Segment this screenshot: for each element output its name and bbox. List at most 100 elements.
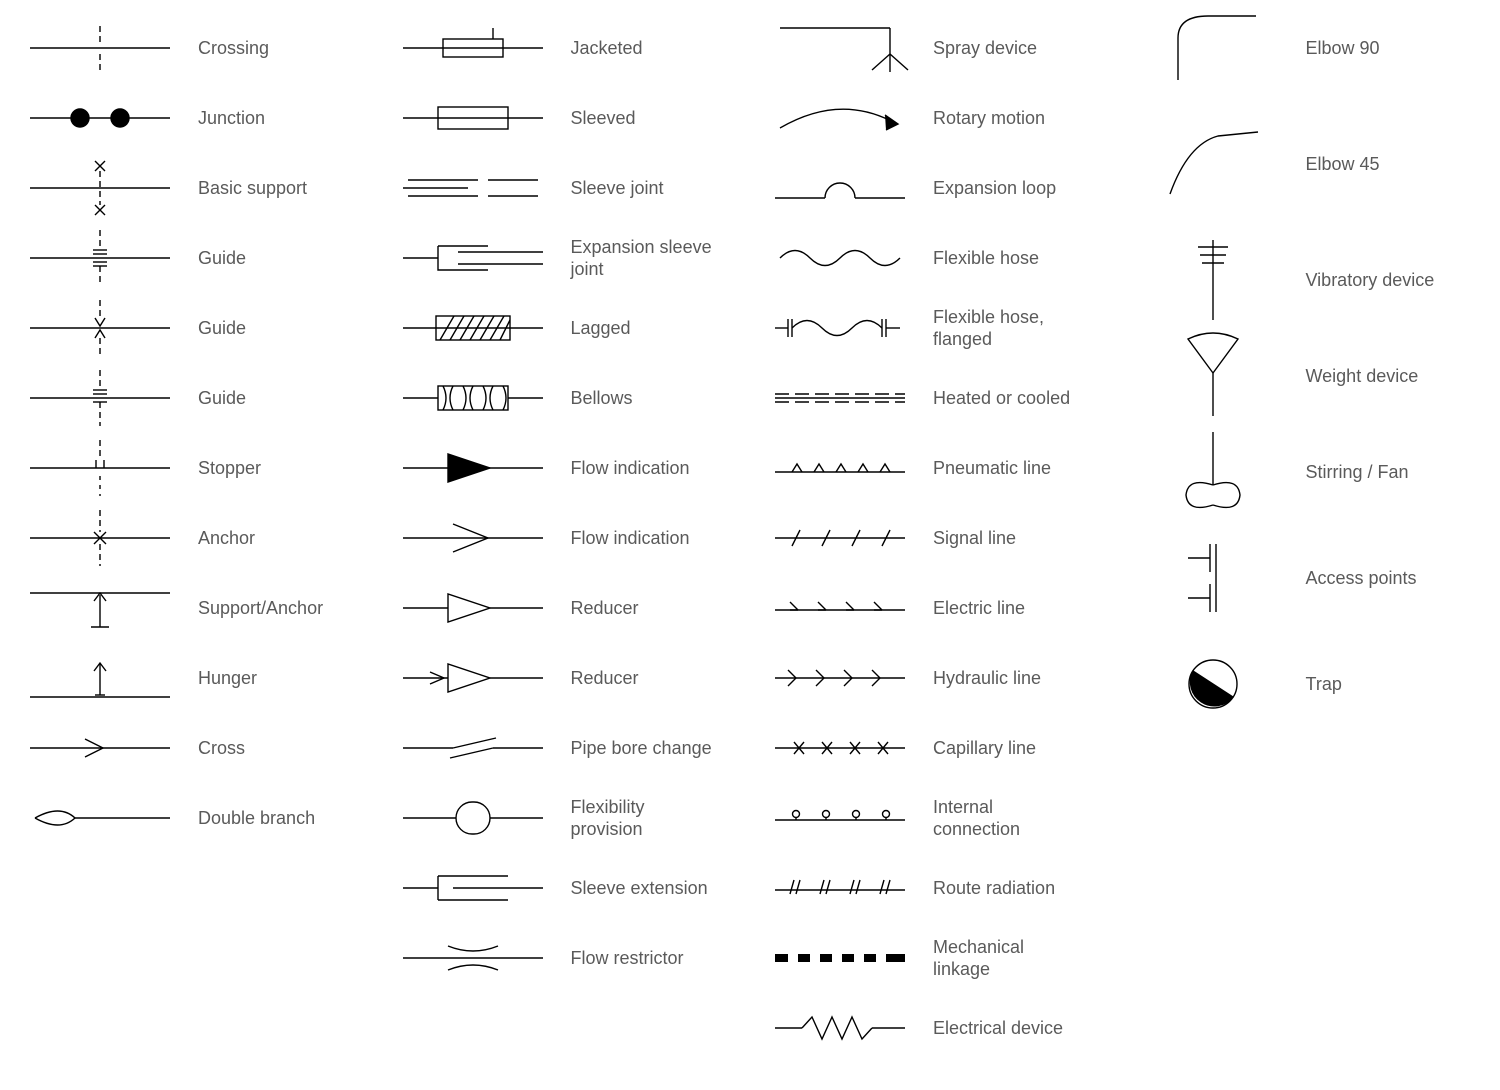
- label-flow-indication-open: Flow indication: [571, 527, 690, 550]
- symbol-flexible-hose-flanged: Flexible hose, flanged: [765, 300, 1108, 356]
- symbol-internal-connection: Internal connection: [765, 790, 1108, 846]
- symbol-mechanical-linkage: Mechanical linkage: [765, 930, 1108, 986]
- column-1: Crossing Junction Basic support: [20, 20, 363, 1070]
- label-guide-1: Guide: [198, 247, 246, 270]
- label-crossing: Crossing: [198, 37, 269, 60]
- label-vibratory-device: Vibratory device: [1306, 269, 1435, 292]
- symbol-elbow-45: Elbow 45: [1138, 136, 1481, 192]
- label-sleeve-joint: Sleeve joint: [571, 177, 664, 200]
- label-internal-connection: Internal connection: [933, 796, 1083, 841]
- symbol-pipe-bore-change: Pipe bore change: [393, 720, 736, 776]
- symbol-signal-line: Signal line: [765, 510, 1108, 566]
- label-anchor: Anchor: [198, 527, 255, 550]
- symbol-elbow-90: Elbow 90: [1138, 20, 1481, 76]
- column-2: Jacketed Sleeved Sleeve joint Expansio: [393, 20, 736, 1070]
- symbol-electric-line: Electric line: [765, 580, 1108, 636]
- label-junction: Junction: [198, 107, 265, 130]
- symbol-anchor: Anchor: [20, 510, 363, 566]
- symbol-sleeved: Sleeved: [393, 90, 736, 146]
- symbol-flow-indication-filled: Flow indication: [393, 440, 736, 496]
- symbol-cross: Cross: [20, 720, 363, 776]
- symbol-lagged: Lagged: [393, 300, 736, 356]
- symbol-sleeve-extension: Sleeve extension: [393, 860, 736, 916]
- label-sleeve-extension: Sleeve extension: [571, 877, 708, 900]
- symbol-double-branch: Double branch: [20, 790, 363, 846]
- symbol-route-radiation: Route radiation: [765, 860, 1108, 916]
- label-trap: Trap: [1306, 673, 1342, 696]
- label-stopper: Stopper: [198, 457, 261, 480]
- label-heated-cooled: Heated or cooled: [933, 387, 1070, 410]
- label-pneumatic-line: Pneumatic line: [933, 457, 1051, 480]
- symbol-flow-indication-open: Flow indication: [393, 510, 736, 566]
- symbol-reducer: Reducer: [393, 580, 736, 636]
- symbol-hydraulic-line: Hydraulic line: [765, 650, 1108, 706]
- label-cross: Cross: [198, 737, 245, 760]
- symbol-vibratory-device: Vibratory device: [1138, 252, 1481, 308]
- label-guide-3: Guide: [198, 387, 246, 410]
- symbol-rotary-motion: Rotary motion: [765, 90, 1108, 146]
- symbol-trap: Trap: [1138, 656, 1481, 712]
- symbol-access-points: Access points: [1138, 550, 1481, 606]
- label-bellows: Bellows: [571, 387, 633, 410]
- label-hydraulic-line: Hydraulic line: [933, 667, 1041, 690]
- symbol-crossing: Crossing: [20, 20, 363, 76]
- label-guide-2: Guide: [198, 317, 246, 340]
- symbol-support-anchor: Support/Anchor: [20, 580, 363, 636]
- symbol-junction: Junction: [20, 90, 363, 146]
- symbol-heated-cooled: Heated or cooled: [765, 370, 1108, 426]
- label-mechanical-linkage: Mechanical linkage: [933, 936, 1083, 981]
- symbol-electrical-device: Electrical device: [765, 1000, 1108, 1056]
- label-signal-line: Signal line: [933, 527, 1016, 550]
- label-electrical-device: Electrical device: [933, 1017, 1063, 1040]
- symbol-jacketed: Jacketed: [393, 20, 736, 76]
- symbol-basic-support: Basic support: [20, 160, 363, 216]
- label-weight-device: Weight device: [1306, 365, 1419, 388]
- label-jacketed: Jacketed: [571, 37, 643, 60]
- symbol-flexible-hose: Flexible hose: [765, 230, 1108, 286]
- column-4: Elbow 90 Elbow 45 Vibratory device Weigh…: [1138, 20, 1481, 1070]
- label-pipe-bore-change: Pipe bore change: [571, 737, 712, 760]
- label-flexible-hose: Flexible hose: [933, 247, 1039, 270]
- symbol-guide-1: Guide: [20, 230, 363, 286]
- label-support-anchor: Support/Anchor: [198, 597, 323, 620]
- symbol-reducer-arrow: Reducer: [393, 650, 736, 706]
- symbol-stopper: Stopper: [20, 440, 363, 496]
- label-reducer-arrow: Reducer: [571, 667, 639, 690]
- symbol-guide-3: Guide: [20, 370, 363, 426]
- label-reducer: Reducer: [571, 597, 639, 620]
- symbol-flow-restrictor: Flow restrictor: [393, 930, 736, 986]
- symbol-grid: Crossing Junction Basic support: [20, 20, 1480, 1070]
- symbol-spray-device: Spray device: [765, 20, 1108, 76]
- symbol-bellows: Bellows: [393, 370, 736, 426]
- label-basic-support: Basic support: [198, 177, 307, 200]
- label-flexible-hose-flanged: Flexible hose, flanged: [933, 306, 1083, 351]
- label-flow-indication-filled: Flow indication: [571, 457, 690, 480]
- symbol-pneumatic-line: Pneumatic line: [765, 440, 1108, 496]
- label-flow-restrictor: Flow restrictor: [571, 947, 684, 970]
- label-electric-line: Electric line: [933, 597, 1025, 620]
- label-elbow-90: Elbow 90: [1306, 37, 1380, 60]
- symbol-hunger: Hunger: [20, 650, 363, 706]
- symbol-weight-device: Weight device: [1138, 348, 1481, 404]
- label-expansion-loop: Expansion loop: [933, 177, 1056, 200]
- label-flexibility-provision: Flexibility provision: [571, 796, 721, 841]
- label-expansion-sleeve: Expansion sleeve joint: [571, 236, 721, 281]
- symbol-capillary-line: Capillary line: [765, 720, 1108, 776]
- symbol-flexibility-provision: Flexibility provision: [393, 790, 736, 846]
- symbol-expansion-loop: Expansion loop: [765, 160, 1108, 216]
- label-capillary-line: Capillary line: [933, 737, 1036, 760]
- label-hunger: Hunger: [198, 667, 257, 690]
- label-spray-device: Spray device: [933, 37, 1037, 60]
- label-lagged: Lagged: [571, 317, 631, 340]
- symbol-stirring-fan: Stirring / Fan: [1138, 444, 1481, 500]
- label-rotary-motion: Rotary motion: [933, 107, 1045, 130]
- label-stirring-fan: Stirring / Fan: [1306, 461, 1409, 484]
- column-3: Spray device Rotary motion Expansion loo…: [765, 20, 1108, 1070]
- label-double-branch: Double branch: [198, 807, 315, 830]
- label-elbow-45: Elbow 45: [1306, 153, 1380, 176]
- label-access-points: Access points: [1306, 567, 1417, 590]
- label-sleeved: Sleeved: [571, 107, 636, 130]
- symbol-guide-2: Guide: [20, 300, 363, 356]
- label-route-radiation: Route radiation: [933, 877, 1055, 900]
- symbol-sleeve-joint: Sleeve joint: [393, 160, 736, 216]
